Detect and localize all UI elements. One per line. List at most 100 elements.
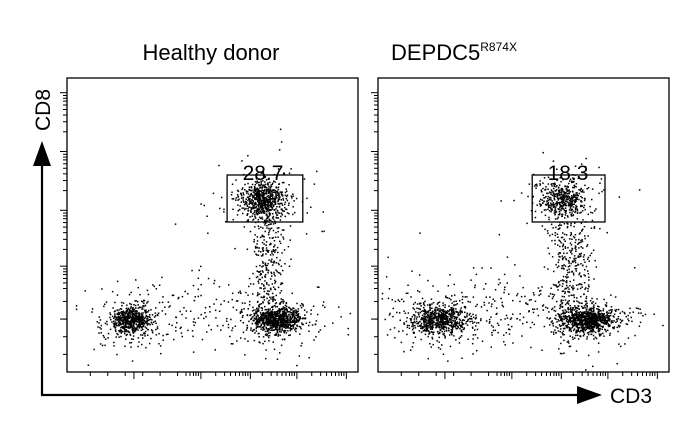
event-dot-cd3-cd8- (580, 321, 582, 324)
event-dot-cd3-cd8- (609, 334, 611, 336)
event-dot-cd3-cd8- (292, 327, 295, 329)
event-dot-cd3-cd8- (127, 312, 130, 314)
event-dot-cd3-cd8- (456, 303, 458, 305)
event-dot-cd3-cd8- (579, 314, 581, 317)
event-dot-cd3-bridge (270, 227, 273, 229)
event-dot-cd3-cd8- (553, 205, 556, 208)
event-dot-cd3-cd8- (597, 308, 599, 311)
event-dot-cd3-cd8- (158, 332, 160, 335)
event-dot-cd3-cd8- (274, 320, 277, 322)
event-dot-cd3-cd8- (465, 320, 468, 323)
event-dot-cd3-cd8- (539, 198, 542, 201)
event-dot-cd3-cd8- (269, 331, 271, 334)
event-dot-cd3-cd8- (245, 207, 247, 210)
event-dot-cd3-cd8- (251, 322, 254, 325)
event-dot-cd3-cd8- (272, 315, 274, 318)
event-dot-cd3-cd8- (443, 313, 446, 316)
event-dot-cd3-cd8- (554, 212, 557, 214)
event-dot-cd3-cd8- (403, 323, 406, 325)
event-dot-cd3-cd8- (616, 362, 618, 365)
event-dot-cd3-cd8- (266, 198, 268, 201)
event-dot-cd3-bridge (264, 224, 266, 226)
event-dot-cd3-cd8- (423, 313, 425, 315)
event-dot-cd3-cd8- (451, 331, 453, 334)
event-dot-cd3-cd8- (322, 211, 324, 213)
event-dot-cd3-cd8- (268, 215, 270, 218)
event-dot-cd3-cd8- (212, 192, 215, 195)
event-dot-cd3-bridge (266, 220, 268, 222)
event-dot-cd3-cd8- (273, 220, 276, 222)
event-dot-cd3-cd8- (120, 312, 123, 315)
event-dot-cd3-cd8- (114, 315, 116, 317)
event-dot-cd3-cd8- (599, 227, 601, 230)
event-dot-cd3-cd8- (559, 315, 562, 318)
event-dot-cd3-cd8- (248, 189, 251, 191)
event-dot-cd3-cd8- (430, 326, 432, 328)
event-dot-cd3-cd8- (455, 308, 457, 310)
event-dot-scatter (193, 324, 195, 327)
event-dot-cd3-cd8- (577, 177, 580, 180)
event-dot-cd3-cd8- (281, 181, 284, 184)
event-dot-cd3-cd8- (467, 319, 469, 321)
event-dot-cd3-cd8- (459, 311, 461, 313)
event-dot-cd3-cd8- (273, 197, 276, 200)
event-dot-cd3-cd8- (624, 312, 626, 315)
event-dot-cd3-bridge (277, 236, 279, 238)
event-dot-cd3-cd8- (609, 320, 611, 322)
event-dot-cd3-cd8- (141, 326, 144, 328)
event-dot-cd3-cd8- (553, 212, 556, 214)
event-dot-cd3-cd8- (125, 321, 127, 323)
event-dot-cd3-cd8- (416, 322, 418, 325)
event-dot-cd3-cd8- (557, 319, 559, 321)
event-dot-cd3-cd8- (411, 346, 414, 348)
event-dot-cd3-cd8- (609, 312, 611, 314)
event-dot-cd3-cd8- (242, 196, 244, 199)
event-dot-cd3-cd8- (441, 327, 443, 330)
event-dot-cd3-cd8- (270, 313, 272, 315)
event-dot-cd3-bridge (562, 243, 565, 245)
event-dot-scatter (194, 321, 197, 324)
event-dot-cd3-cd8- (292, 313, 294, 315)
event-dot-cd3-bridge (273, 260, 275, 263)
event-dot-cd3-cd8- (583, 317, 586, 320)
event-dot-cd3-cd8- (271, 194, 274, 197)
event-dot-cd3-bridge (261, 276, 263, 279)
event-dot-cd3-cd8- (259, 197, 262, 200)
event-dot-cd3-cd8- (569, 180, 571, 182)
event-dot-cd3-bridge (251, 203, 254, 205)
event-dot-scatter (250, 313, 252, 316)
event-dot-cd3-bridge (562, 299, 564, 302)
event-dot-cd3-bridge (281, 252, 283, 254)
event-dot-cd3-bridge (572, 285, 574, 287)
event-dot-cd3-cd8- (441, 326, 443, 328)
event-dot-cd3-cd8- (248, 203, 250, 205)
event-dot-cd3-cd8- (570, 203, 573, 205)
event-dot-cd3-cd8- (280, 321, 282, 324)
event-dot-cd3-cd8- (263, 324, 266, 326)
event-dot-cd3-cd8- (272, 191, 274, 193)
event-dot-cd3-cd8- (598, 306, 600, 308)
event-dot-cd3-cd8- (568, 196, 571, 198)
event-dot-cd3-cd8- (256, 311, 258, 313)
event-dot-cd3-cd8- (410, 319, 412, 321)
event-dot-cd3-bridge (280, 308, 282, 311)
event-dot-cd3-cd8- (565, 198, 567, 200)
event-dot-cd3-cd8- (565, 188, 567, 190)
event-dot-cd3-cd8- (435, 319, 438, 322)
event-dot-cd3-cd8- (590, 319, 592, 322)
event-dot-cd3-cd8- (240, 192, 242, 195)
event-dot-scatter (192, 351, 195, 353)
event-dot-cd3-cd8- (424, 324, 427, 327)
event-dot-cd3-cd8- (569, 305, 572, 307)
panel-title-depdc5-superscript: R874X (480, 40, 517, 54)
event-dot-cd3-cd8- (284, 330, 287, 332)
event-dot-cd3-cd8- (554, 208, 557, 210)
event-dot-cd3-cd8- (429, 325, 432, 327)
event-dot-cd3-cd8- (246, 248, 249, 250)
event-dot-cd3-cd8- (240, 193, 243, 195)
event-dot-cd3-cd8- (398, 300, 401, 303)
event-dot-cd3-cd8- (541, 211, 543, 213)
event-dot-cd3-cd8- (270, 310, 272, 313)
event-dot-cd3-bridge (282, 210, 284, 212)
event-dot-cd3-cd8- (124, 321, 126, 323)
